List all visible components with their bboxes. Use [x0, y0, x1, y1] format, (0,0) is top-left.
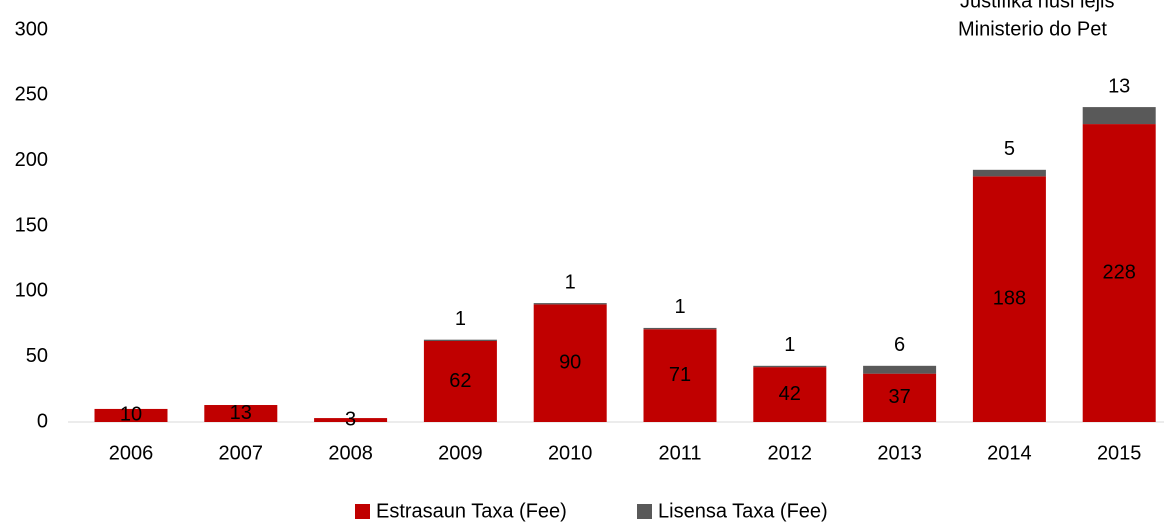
x-tick-label: 2012	[768, 442, 813, 464]
bar-segment	[643, 329, 717, 422]
data-label: 42	[779, 383, 801, 405]
bar-segment	[863, 365, 937, 374]
bar-segment	[643, 327, 717, 330]
y-tick-label: 200	[15, 149, 48, 171]
data-label: 3	[345, 408, 356, 430]
data-label: 228	[1103, 261, 1136, 283]
x-tick-label: 2014	[987, 442, 1032, 464]
legend-label: Estrasaun Taxa (Fee)	[376, 500, 567, 522]
bar-segment	[94, 408, 168, 422]
y-tick-label: 150	[15, 214, 48, 236]
x-tick-label: 2010	[548, 442, 593, 464]
bar-segment	[204, 405, 278, 422]
data-label: 6	[894, 334, 905, 356]
bar-segment	[753, 365, 827, 368]
y-tick-label: 250	[15, 84, 48, 106]
data-label: 62	[449, 370, 471, 392]
data-label: 71	[669, 364, 691, 386]
x-tick-label: 2006	[109, 442, 154, 464]
x-tick-label: 2015	[1097, 442, 1142, 464]
annotation: Justifika husi lejis	[960, 0, 1115, 12]
x-tick-label: 2007	[219, 442, 264, 464]
x-tick-label: 2013	[877, 442, 922, 464]
legend-label: Lisensa Taxa (Fee)	[658, 500, 828, 522]
data-label: 37	[888, 386, 910, 408]
bar-segment	[533, 304, 607, 422]
data-label: 10	[120, 404, 142, 426]
bar-segment	[423, 339, 497, 341]
y-tick-label: 300	[15, 18, 48, 40]
bar-segment	[972, 169, 1046, 177]
data-label: 1	[674, 296, 685, 318]
bar-segment	[972, 176, 1046, 422]
annotation: Ministerio do Pet	[958, 18, 1107, 40]
x-tick-label: 2009	[438, 442, 483, 464]
bar-segment	[533, 303, 607, 305]
data-label: 13	[1108, 75, 1130, 97]
x-tick-label: 2008	[328, 442, 373, 464]
data-label: 1	[455, 308, 466, 330]
bar-segment	[753, 367, 827, 422]
bar-segment	[314, 418, 388, 422]
data-label: 1	[784, 334, 795, 356]
y-tick-label: 100	[15, 280, 48, 302]
data-label: 13	[230, 402, 252, 424]
y-tick-label: 50	[26, 345, 48, 367]
data-label: 5	[1004, 138, 1015, 160]
bar-segment	[1082, 124, 1156, 422]
bar-segment	[1082, 107, 1156, 125]
legend-swatch	[355, 504, 370, 519]
data-label: 188	[993, 287, 1026, 309]
data-label: 90	[559, 351, 581, 373]
bar-segment	[423, 340, 497, 422]
y-tick-label: 0	[37, 410, 48, 432]
bar-segment	[863, 373, 937, 422]
data-label: 1	[565, 271, 576, 293]
legend-swatch	[637, 504, 652, 519]
x-tick-label: 2011	[658, 442, 701, 464]
